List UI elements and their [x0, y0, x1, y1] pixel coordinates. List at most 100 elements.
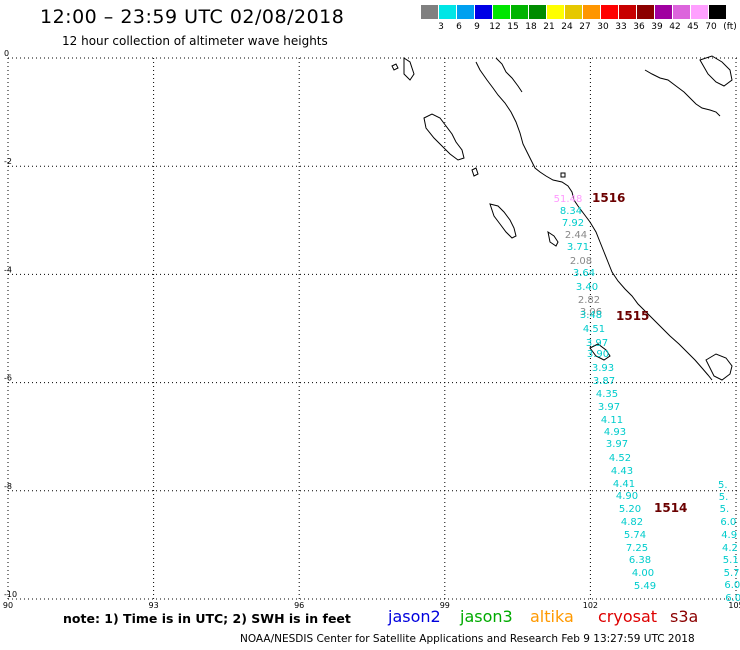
axis-tick-labels: 90 93 96 99 102 105 0 -2 -4 -6 -8 -10 [3, 49, 740, 610]
legend-label: 24 [561, 22, 573, 32]
latitude-tick: -10 [4, 590, 17, 599]
latitude-tick: -2 [4, 157, 12, 166]
legend-swatch [601, 5, 618, 19]
latitude-tick: -8 [4, 482, 12, 491]
wave-height-value: 4.11 [601, 415, 623, 426]
wave-height-value: 4.00 [632, 568, 654, 579]
small-island-west [471, 167, 479, 177]
legend-label: 33 [615, 22, 627, 32]
longitude-tick: 105 [728, 601, 740, 610]
wave-height-value: 7.92 [562, 218, 584, 229]
legend-swatch [619, 5, 636, 19]
wave-height-value: 3.90 [587, 349, 609, 360]
legend-label: 36 [633, 22, 645, 32]
legend-label: 42 [669, 22, 681, 32]
wave-height-value: 4.52 [609, 453, 631, 464]
satellite-name: s3a [670, 607, 699, 626]
legend-label: 12 [489, 22, 501, 32]
longitude-tick: 96 [294, 601, 304, 610]
wave-height-value: 4.9 [721, 530, 737, 541]
wave-height-value: 5.49 [634, 581, 656, 592]
riau-islands [699, 55, 733, 87]
legend-swatch [511, 5, 528, 19]
wave-height-value: 3.93 [592, 363, 614, 374]
legend-swatch [565, 5, 582, 19]
wave-height-value: 3.71 [567, 242, 589, 253]
edge-wave-height-measurements: 5.5.5.6.04.94.25.15.756.016.05 [718, 480, 740, 604]
latitude-tick: 0 [4, 49, 9, 58]
sumatra-inner-coast [495, 57, 523, 93]
latitude-tick: -4 [4, 265, 12, 274]
wave-height-value: 3.97 [598, 402, 620, 413]
wave-height-measurements: 51.488.347.922.443.71 2.083.64 3.40 2.823.0… [554, 194, 656, 592]
legend-label: 18 [525, 22, 537, 32]
simeulue-island [423, 113, 465, 161]
wave-height-value: 2.82 [578, 295, 600, 306]
nias-island [489, 203, 517, 239]
small-island-nw [391, 63, 399, 71]
wave-height-value: 4.43 [611, 466, 633, 477]
legend-label: 70 [705, 22, 717, 32]
legend-label: 15 [507, 22, 519, 32]
wave-height-value: 3.97 [606, 439, 628, 450]
legend-label: 30 [597, 22, 609, 32]
track-number-label: 1514 [654, 501, 687, 515]
legend-label: 27 [579, 22, 591, 32]
legend-label: 9 [474, 22, 480, 32]
satellite-name: cryosat [598, 607, 658, 626]
legend-swatch [529, 5, 546, 19]
wave-height-value: 5.74 [624, 530, 646, 541]
legend-swatch [673, 5, 690, 19]
page-subtitle: 12 hour collection of altimeter wave hei… [62, 34, 328, 48]
coastline [391, 55, 733, 381]
legend-unit: (ft) [723, 22, 737, 32]
satellite-track-labels: 1516 1515 1514 [592, 191, 687, 515]
wave-height-value: 2.44 [565, 230, 587, 241]
footer-credit: NOAA/NESDIS Center for Satellite Applica… [240, 633, 695, 645]
legend-label: 45 [687, 22, 699, 32]
wave-height-value: 3.97 [586, 338, 608, 349]
wave-height-value: 4.90 [616, 491, 638, 502]
satellite-name: jason3 [460, 607, 513, 626]
wave-height-value: 51.48 [554, 194, 583, 205]
legend-swatch [421, 5, 438, 19]
legend-swatch [583, 5, 600, 19]
track-number-label: 1516 [592, 191, 625, 205]
small-island-andaman [403, 57, 415, 81]
track-number-label: 1515 [616, 309, 649, 323]
wave-height-value: 4.51 [583, 324, 605, 335]
legend-label: 3 [438, 22, 444, 32]
malay-peninsula-coast [644, 69, 721, 117]
longitude-tick: 102 [583, 601, 598, 610]
longitude-tick: 93 [149, 601, 159, 610]
legend-swatch [547, 5, 564, 19]
legend-swatch [637, 5, 654, 19]
wave-height-value: 4.2 [722, 543, 738, 554]
wave-height-value: 4.41 [613, 479, 635, 490]
wave-height-value: 3.87 [593, 376, 615, 387]
page-title: 12:00 – 23:59 UTC 02/08/2018 [40, 6, 345, 28]
wave-height-value: 6.01 [724, 580, 740, 591]
wave-height-value: 8.34 [560, 206, 582, 217]
wave-height-value: 6.05 [725, 593, 740, 604]
wave-height-value: 3.48 [580, 310, 602, 321]
units-note: note: 1) Time is in UTC; 2) SWH is in fe… [63, 611, 351, 626]
sumatra-coastline [475, 61, 713, 381]
wave-height-value: 3.40 [576, 282, 598, 293]
legend-swatch [493, 5, 510, 19]
bangka-island [705, 353, 733, 381]
wave-height-value: 5.1 [723, 555, 739, 566]
siberut-island [547, 230, 559, 247]
wave-height-value: 5.20 [619, 504, 641, 515]
legend-label: 39 [651, 22, 663, 32]
satellite-name: altika [530, 607, 574, 626]
legend-label: 21 [543, 22, 555, 32]
legend-swatch [475, 5, 492, 19]
legend-swatch [655, 5, 672, 19]
wave-height-value: 5. [718, 480, 728, 491]
wave-height-value: 4.35 [596, 389, 618, 400]
wave-height-value: 5. [720, 504, 730, 515]
legend-swatch [691, 5, 708, 19]
wave-height-value: 7.25 [626, 543, 648, 554]
